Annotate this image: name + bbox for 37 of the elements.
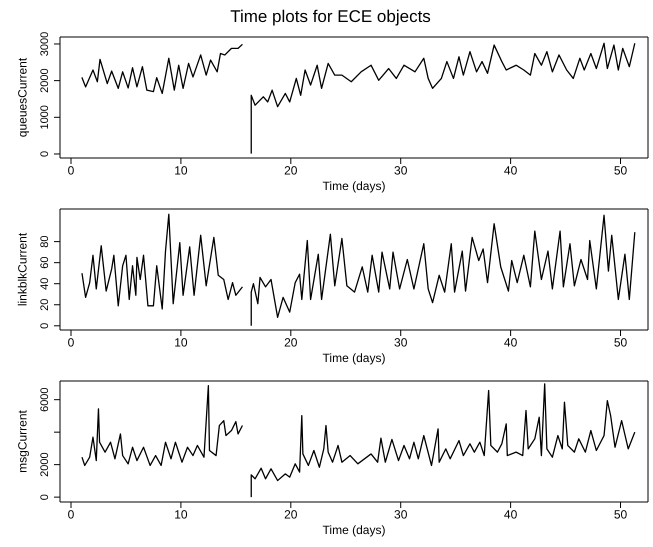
y-tick-label: 0	[39, 322, 51, 329]
y-tick-label: 3000	[39, 32, 51, 56]
x-tick-label: 20	[284, 508, 298, 522]
y-tick-label: 20	[39, 298, 51, 311]
x-tick-label: 20	[284, 336, 298, 350]
x-tick-label: 40	[504, 508, 518, 522]
x-tick-label: 0	[68, 336, 75, 350]
x-tick-label: 10	[174, 164, 188, 178]
y-tick-label: 0	[39, 150, 51, 158]
x-tick-label: 20	[284, 164, 298, 178]
x-tick-label: 50	[614, 336, 628, 350]
y-axis-title: queuesCurrent	[15, 57, 30, 138]
x-axis-title: Time (days)	[322, 351, 386, 365]
x-tick-label: 0	[68, 508, 75, 522]
y-tick-label: 60	[39, 256, 51, 269]
y-axis-title: msgCurrent	[15, 409, 30, 473]
x-tick-label: 30	[394, 336, 408, 350]
y-tick-label: 2000	[39, 452, 51, 477]
y-tick-label: 2000	[39, 68, 51, 93]
x-tick-label: 50	[614, 508, 628, 522]
y-tick-label: 80	[39, 235, 51, 248]
x-tick-label: 0	[68, 164, 75, 178]
x-axis-title: Time (days)	[322, 523, 386, 537]
y-tick-label: 6000	[39, 387, 51, 412]
x-tick-label: 30	[394, 508, 408, 522]
x-tick-label: 50	[614, 164, 628, 178]
y-axis-title: linkblkCurrent	[15, 232, 30, 306]
y-tick-label: 40	[39, 278, 51, 290]
y-tick-label: 0	[39, 494, 51, 500]
x-tick-label: 10	[174, 508, 188, 522]
x-tick-label: 40	[504, 164, 518, 178]
y-tick-label: 1000	[39, 105, 51, 130]
x-tick-label: 10	[174, 336, 188, 350]
x-axis-title: Time (days)	[322, 179, 386, 193]
x-tick-label: 30	[394, 164, 408, 178]
chart-title: Time plots for ECE objects	[229, 7, 432, 26]
x-tick-label: 40	[504, 336, 518, 350]
